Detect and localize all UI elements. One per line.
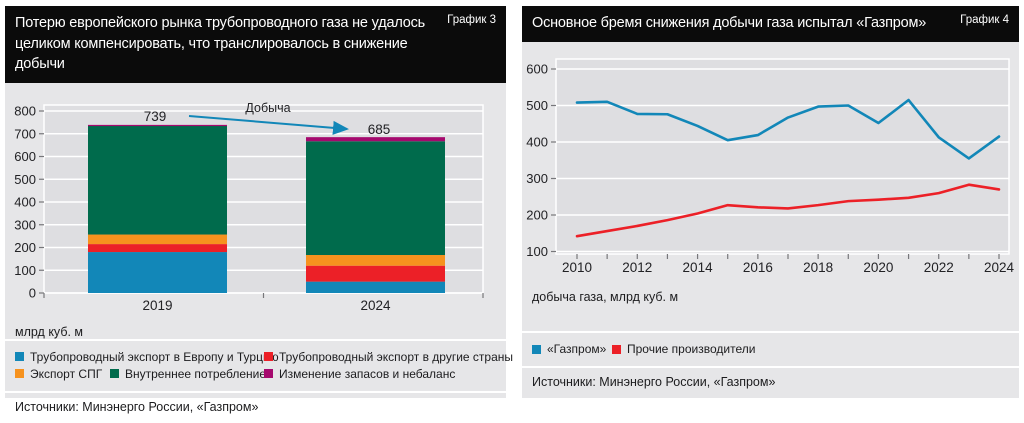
legend-color-chip [15,352,24,362]
panel-footer: «Газпром» Прочие производители Источники:… [522,331,1019,398]
x-tick-label: 2016 [743,260,773,275]
chart-legend: «Газпром» Прочие производители [522,333,1019,366]
legend-item: Изменение запасов и небаланс [264,367,455,381]
legend-row: Экспорт СПГ Внутреннее потребление Изменен… [15,367,496,381]
plot-area [555,57,1010,255]
report-page: { "colors": { "blue": "#1287b8", "red": … [5,6,1019,414]
legend-item: Трубопроводный экспорт в другие страны [264,350,513,364]
data-line [575,98,1001,160]
legend-color-chip [264,352,273,362]
y-tick-label: 800 [14,103,36,118]
bar-segment [88,125,227,235]
y-tick-label: 400 [526,134,548,149]
panel-title: Основное бремя снижения добычи газа испы… [532,15,927,31]
x-tick-label: 2024 [984,260,1015,275]
source-note: Источники: Минэнерго России, «Газпром» [15,399,259,414]
annotation-label: Добыча [245,101,290,115]
x-tick-label: 2018 [803,260,833,275]
chart-number-tag: График 4 [960,14,1009,26]
y-tick-label: 600 [526,61,548,76]
separator [5,338,506,341]
legend-color-chip [532,344,541,354]
legend-label: Экспорт СПГ [30,366,103,381]
y-tick-label: 0 [29,285,36,300]
panel-title: Потерю европейского рынка трубопроводног… [15,15,426,73]
bar-segment [88,234,227,244]
x-tick-label: 2012 [622,260,652,275]
source-note: Источники: Минэнерго России, «Газпром» [532,375,776,389]
x-category-label: 2019 [142,298,172,313]
legend-item: «Газпром» [532,342,612,356]
panel-title-bar: Потерю европейского рынка трубопроводног… [5,6,506,83]
legend-color-chip [264,369,273,379]
chart-panel-gas-balance: Потерю европейского рынка трубопроводног… [5,6,513,414]
stacked-bar-chart: 0 100 200 300 400 500 600 700 800 2019 2024 739 685 Д… [14,101,484,313]
trend-arrow [188,114,349,135]
separator [522,366,1019,368]
chart-legend: Трубопроводный экспорт в Европу и Турцию… [5,341,513,391]
legend-row: «Газпром» Прочие производители [532,342,1009,356]
x-tick-label: 2020 [863,260,893,275]
y-tick-label: 100 [14,262,36,277]
legend-row: Трубопроводный экспорт в Европу и Турцию… [15,350,513,364]
total-label-2024: 685 [368,122,391,137]
legend-label: «Газпром» [547,342,607,356]
y-tick-label: 200 [14,240,36,255]
chart-panel-gazprom-production: Основное бремя снижения добычи газа испы… [522,6,1019,398]
legend-label: Трубопроводный экспорт в Европу и Турцию [30,349,279,364]
axis-unit-label: млрд куб. м [15,324,84,339]
line-chart: 100 200 300 400 500 600 2010 2012 2014 2016 2018 20… [526,57,1015,275]
bar-segment [306,140,445,255]
y-tick-label: 300 [526,171,548,186]
legend-label: Изменение запасов и небаланс [279,366,456,381]
x-tick-label: 2022 [924,260,954,275]
bar-segment [88,251,227,293]
x-category-label: 2024 [360,298,391,313]
legend-label: Прочие производители [627,342,756,356]
y-tick-label: 700 [14,126,36,141]
legend-item: Внутреннее потребление [110,366,267,381]
legend-item: Трубопроводный экспорт в Европу и Турцию [15,350,279,364]
chart-number-tag: График 3 [447,14,496,26]
bar-segment [88,243,227,252]
y-tick-label: 400 [14,194,36,209]
legend-label: Трубопроводный экспорт в другие страны [279,349,514,364]
bar-segment [88,124,227,126]
bar-segment [306,265,445,282]
legend-item: Экспорт СПГ [15,367,110,381]
y-tick-label: 600 [14,149,36,164]
legend-label: Внутреннее потребление [125,366,267,381]
bar-segment [306,254,445,266]
separator [522,331,1019,333]
x-tick-label: 2014 [683,260,714,275]
legend-color-chip [15,369,24,379]
bar-segment [306,281,445,293]
bar-segment [306,136,445,141]
total-label-2019: 739 [144,109,167,124]
y-tick-label: 200 [526,207,548,222]
y-tick-label: 500 [526,98,548,113]
legend-color-chip [612,344,621,354]
y-tick-label: 100 [526,244,548,259]
data-line [575,182,1001,238]
legend-color-chip [110,369,119,379]
legend-item: Прочие производители [612,342,755,356]
panel-footer: Трубопроводный экспорт в Европу и Турцию… [5,338,513,423]
y-tick-label: 500 [14,171,36,186]
separator [5,390,506,393]
panel-title-bar: Основное бремя снижения добычи газа испы… [522,6,1019,42]
y-tick-label: 300 [14,217,36,232]
axis-unit-label: добыча газа, млрд куб. м [532,289,679,304]
x-tick-label: 2010 [562,260,592,275]
